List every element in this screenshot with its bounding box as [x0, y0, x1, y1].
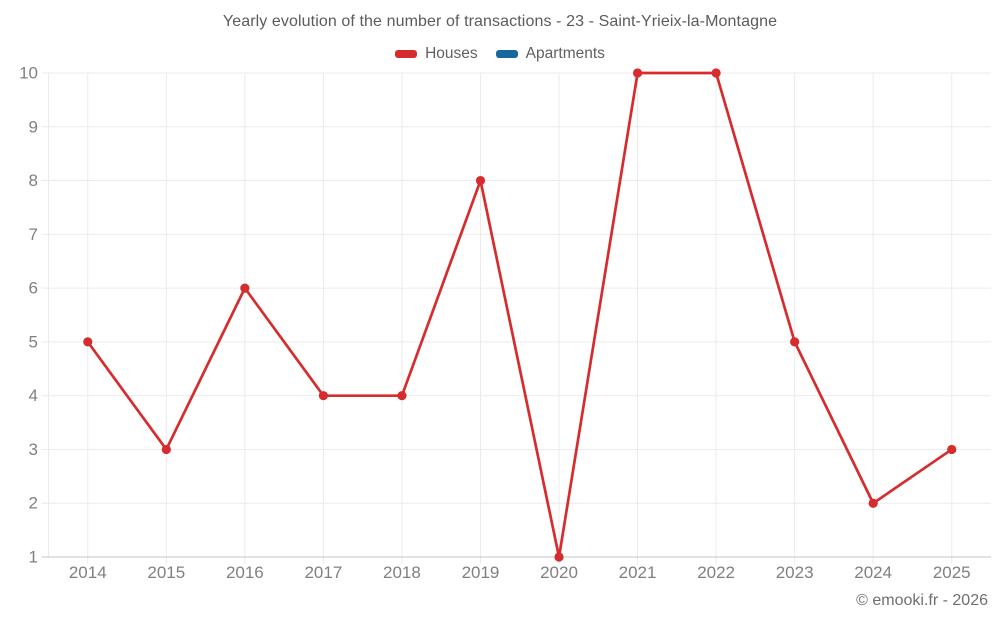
x-axis-tick-label: 2015	[147, 563, 185, 582]
data-point	[240, 283, 250, 293]
data-point	[475, 175, 486, 186]
y-axis-tick-label: 10	[19, 64, 38, 83]
y-axis-tick-label: 8	[29, 171, 38, 190]
x-axis-tick-label: 2025	[933, 563, 971, 582]
x-axis-tick-label: 2019	[462, 563, 500, 582]
x-axis-tick-label: 2014	[69, 563, 107, 582]
y-axis-tick-label: 2	[29, 494, 38, 513]
x-axis-tick-label: 2020	[540, 563, 578, 582]
data-point	[554, 552, 564, 562]
x-axis-tick-label: 2023	[776, 563, 814, 582]
data-point	[397, 391, 407, 401]
y-axis-tick-label: 5	[29, 332, 38, 351]
series-houses	[83, 68, 957, 562]
chart-title: Yearly evolution of the number of transa…	[222, 13, 778, 30]
data-point	[83, 337, 93, 347]
data-point	[711, 68, 721, 78]
y-axis-tick-label: 7	[29, 225, 38, 244]
legend-item-houses[interactable]: Houses	[395, 45, 478, 63]
legend-label: Houses	[425, 45, 478, 62]
watermark-credit: © emooki.fr - 2026	[856, 592, 988, 609]
x-axis-tick-label: 2022	[697, 563, 735, 582]
chart-legend: Houses Apartments	[0, 45, 1000, 63]
y-axis-tick-label: 3	[29, 440, 38, 459]
y-axis-tick-label: 4	[29, 386, 38, 405]
legend-label: Apartments	[525, 45, 605, 62]
y-axis-tick-label: 9	[29, 117, 38, 136]
x-axis-tick-label: 2021	[619, 563, 657, 582]
legend-item-apartments[interactable]: Apartments	[495, 45, 605, 63]
legend-swatch-apartments	[495, 50, 518, 58]
x-axis-tick-label: 2024	[854, 563, 892, 582]
y-axis-tick-label: 1	[29, 548, 38, 567]
x-axis-tick-label: 2018	[383, 563, 421, 582]
x-axis-tick-label: 2017	[304, 563, 342, 582]
data-point	[318, 391, 328, 401]
data-point	[947, 444, 957, 455]
data-point	[632, 68, 643, 78]
data-point	[868, 498, 878, 508]
y-axis-tick-label: 6	[29, 279, 38, 298]
series-line	[86, 71, 954, 559]
x-axis-tick-label: 2016	[226, 563, 264, 582]
legend-swatch-houses	[395, 50, 418, 58]
data-point	[790, 337, 800, 347]
data-point	[161, 444, 171, 455]
